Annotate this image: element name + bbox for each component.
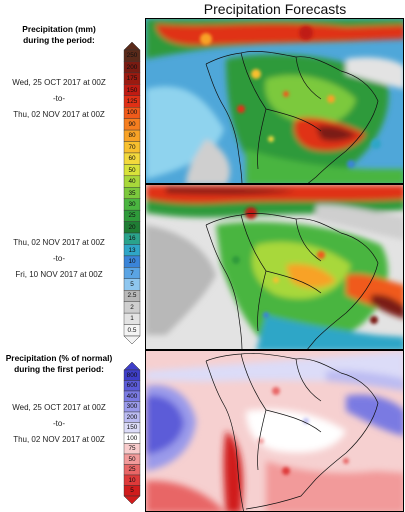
mm-scale-tick-label: 1	[130, 315, 134, 323]
panel2-separator: -to-	[53, 254, 65, 263]
mm-scale-tick-label: 5	[130, 281, 134, 289]
precipitation-map-week2	[146, 185, 403, 349]
pct-scale-tick-label: 5	[130, 487, 134, 495]
mm-scale-tick-label: 2	[130, 303, 134, 311]
panel3-caption: Precipitation (% of normal) during the f…	[0, 353, 118, 445]
mm-scale-tick-label: 25	[128, 212, 136, 220]
mm-scale-tick-label: 30	[128, 200, 136, 208]
mm-scale-tick-label: 16	[128, 235, 136, 243]
panel1-caption: Precipitation (mm) during the period: We…	[0, 24, 118, 120]
pct-scale-tick-label: 200	[126, 413, 138, 421]
pct-scale-tick-label: 400	[126, 392, 138, 400]
panel1-start-date: Wed, 25 OCT 2017 at 00Z	[12, 78, 106, 87]
mm-scale-tick-label: 100	[126, 109, 138, 117]
mm-scale-tick-label: 50	[128, 166, 136, 174]
panel2-start-date: Thu, 02 NOV 2017 at 00Z	[13, 238, 105, 247]
panel1-end-date: Thu, 02 NOV 2017 at 00Z	[13, 110, 105, 119]
panel2-end-date: Fri, 10 NOV 2017 at 00Z	[15, 270, 103, 279]
precipitation-mm-colorbar-graphic	[123, 41, 141, 345]
mm-scale-tick-label: 80	[128, 132, 136, 140]
mm-scale-tick-label: 35	[128, 189, 136, 197]
mm-scale-tick-label: 125	[126, 97, 138, 105]
panel3-end-date: Thu, 02 NOV 2017 at 00Z	[13, 435, 105, 444]
forecast-map-week2	[145, 184, 404, 350]
panel1-separator: -to-	[53, 94, 65, 103]
panel3-heading-line2: during the first period:	[14, 364, 104, 374]
page-title: Precipitation Forecasts	[203, 1, 347, 17]
pct-scale-bottom-arrow	[123, 495, 141, 505]
pct-scale-tick-label: 600	[126, 382, 138, 390]
mm-scale-top-arrow	[123, 41, 141, 51]
panel2-caption: Thu, 02 NOV 2017 at 00Z -to- Fri, 10 NOV…	[0, 238, 118, 280]
panel1-heading-line1: Precipitation (mm)	[22, 24, 96, 34]
panel3-separator: -to-	[53, 419, 65, 428]
mm-scale-tick-label: 13	[128, 246, 136, 254]
panel3-heading-line1: Precipitation (% of normal)	[5, 353, 113, 363]
pct-scale-tick-label: 800	[126, 371, 138, 379]
panel1-heading-line2: during the period:	[23, 35, 95, 45]
precipitation-percent-colorbar-graphic	[123, 361, 141, 505]
percent-of-normal-map	[145, 350, 404, 512]
mm-scale-tick-label: 250	[126, 52, 138, 60]
panel3-start-date: Wed, 25 OCT 2017 at 00Z	[12, 403, 106, 412]
pct-scale-tick-label: 300	[126, 403, 138, 411]
mm-scale-tick-label: 70	[128, 143, 136, 151]
mm-scale-tick-label: 2.5	[127, 292, 137, 300]
mm-scale-tick-label: 150	[126, 86, 138, 94]
pct-scale-tick-label: 25	[128, 466, 136, 474]
mm-scale-tick-label: 10	[128, 258, 136, 266]
pct-scale-tick-label: 50	[128, 455, 136, 463]
mm-scale-tick-label: 0.5	[127, 326, 137, 334]
mm-scale-tick-label: 60	[128, 155, 136, 163]
precipitation-percent-colorbar: 800 600 400 300 200 150 100 75 50 25 10 5	[122, 361, 142, 505]
pct-scale-tick-label: 150	[126, 424, 138, 432]
precipitation-mm-colorbar: 250 200 175 150 125 100 90 80 70 60 50 40 35 30 25 20 16…	[122, 41, 142, 345]
percent-of-normal-map-graphic	[146, 351, 403, 511]
mm-scale-tick-label: 40	[128, 178, 136, 186]
pct-scale-tick-label: 100	[126, 434, 138, 442]
mm-scale-tick-label: 20	[128, 223, 136, 231]
mm-scale-tick-label: 175	[126, 75, 138, 83]
mm-scale-tick-label: 7	[130, 269, 134, 277]
pct-scale-top-arrow	[123, 361, 141, 371]
mm-scale-tick-label: 200	[126, 63, 138, 71]
precipitation-map-week1	[146, 19, 403, 183]
pct-scale-tick-label: 75	[128, 445, 136, 453]
mm-scale-bottom-arrow	[123, 335, 141, 345]
forecast-map-week1	[145, 18, 404, 184]
mm-scale-tick-label: 90	[128, 120, 136, 128]
pct-scale-tick-label: 10	[128, 476, 136, 484]
